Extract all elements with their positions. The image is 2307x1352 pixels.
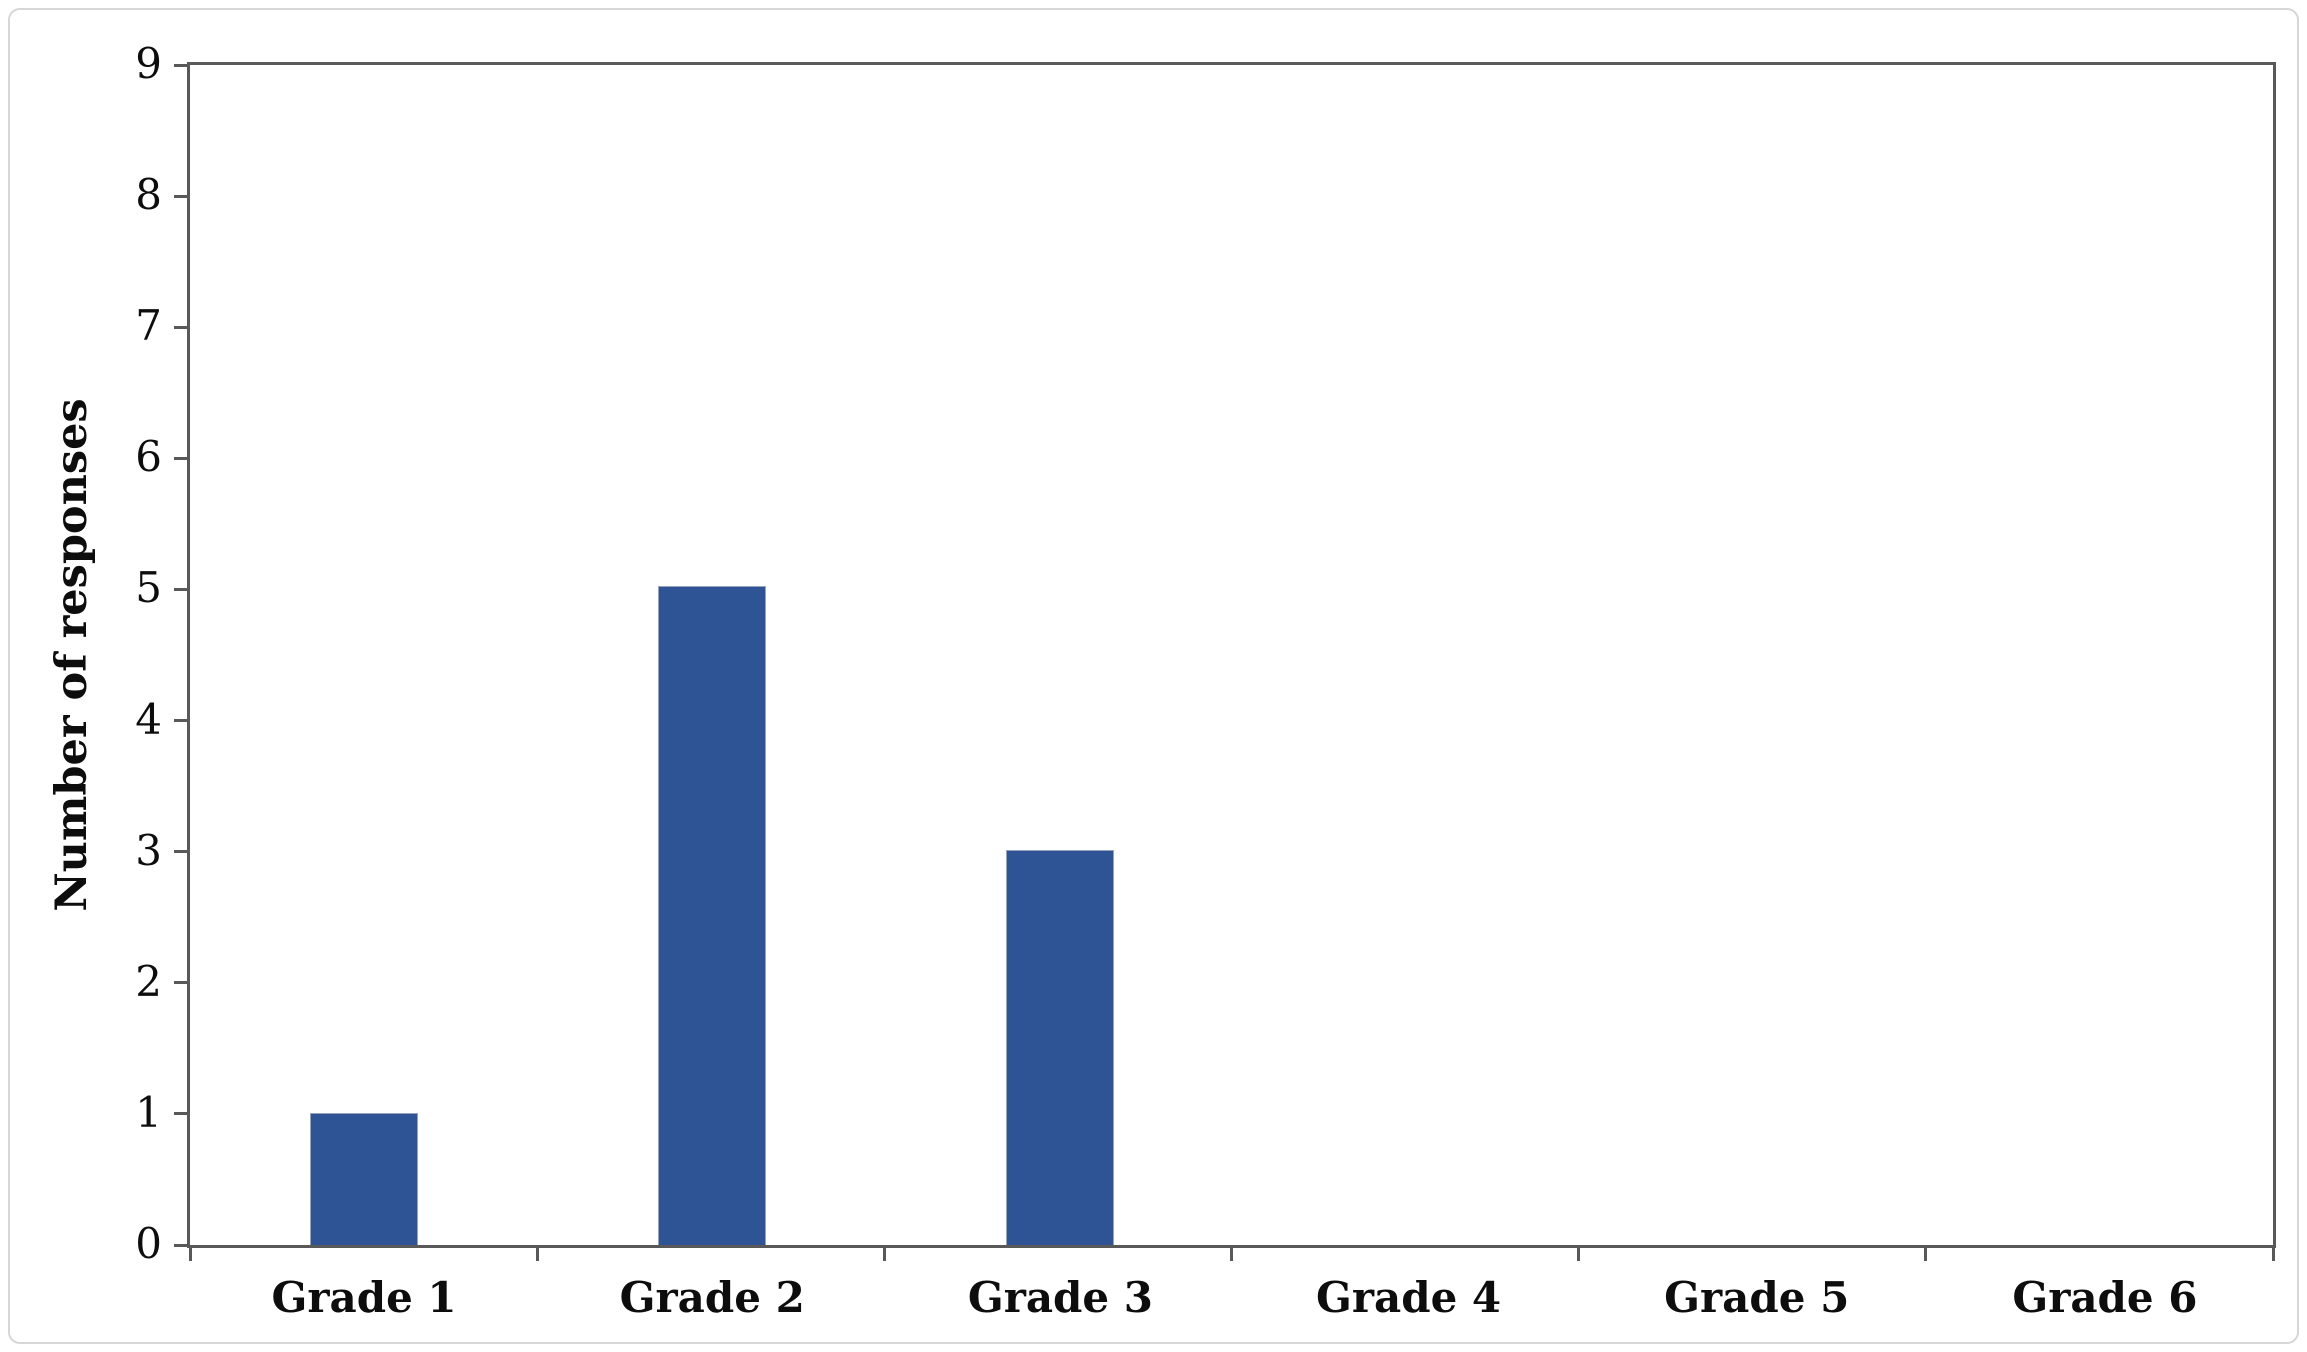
y-axis-tick bbox=[174, 194, 190, 198]
bar-grade-2 bbox=[658, 586, 767, 1245]
y-axis-tick-label: 2 bbox=[135, 956, 162, 1006]
y-axis-tick-label: 9 bbox=[135, 39, 162, 89]
x-axis-tick bbox=[1230, 1245, 1233, 1261]
x-axis-tick bbox=[882, 1245, 886, 1261]
x-axis-label: Grade 4 bbox=[1316, 1273, 1502, 1322]
bar-grade-3 bbox=[1006, 849, 1115, 1245]
x-axis-tick bbox=[1577, 1245, 1581, 1261]
y-axis-tick bbox=[174, 850, 190, 854]
y-axis-tick bbox=[174, 1243, 190, 1247]
x-axis-tick bbox=[535, 1245, 539, 1261]
x-axis-tick bbox=[188, 1245, 192, 1261]
y-axis-title: Number of responses bbox=[47, 398, 97, 912]
y-axis-tick-label: 6 bbox=[135, 432, 162, 482]
bar-grade-1 bbox=[310, 1113, 419, 1245]
y-axis-tick-label: 1 bbox=[135, 1088, 162, 1138]
y-axis-tick bbox=[174, 981, 190, 985]
x-axis-label: Grade 5 bbox=[1664, 1273, 1850, 1322]
y-axis-tick bbox=[174, 719, 190, 723]
y-axis-tick-label: 7 bbox=[135, 301, 162, 351]
y-axis-tick-label: 0 bbox=[135, 1219, 162, 1269]
plot-area: 0 1 2 3 4 5 6 7 8 9 Grade 1 Grade 2 Grade 3 Grade 4 Gr… bbox=[135, 43, 2276, 1319]
y-axis-tick bbox=[174, 587, 190, 591]
x-axis-tick bbox=[1924, 1245, 1928, 1261]
y-axis-tick bbox=[174, 456, 190, 460]
figure-card: Number of responses 0 1 2 3 4 5 6 7 8 9 Grade 1 Gra… bbox=[8, 8, 2299, 1344]
x-axis-label: Grade 1 bbox=[271, 1273, 457, 1322]
x-axis-label: Grade 3 bbox=[967, 1273, 1153, 1322]
bar-chart: Number of responses 0 1 2 3 4 5 6 7 8 9 Grade 1 Gra… bbox=[10, 10, 2297, 1342]
y-axis-tick-label: 4 bbox=[135, 694, 162, 744]
y-axis-tick bbox=[174, 63, 190, 67]
y-axis-tick-label: 3 bbox=[135, 825, 162, 875]
y-axis-tick-label: 5 bbox=[135, 563, 162, 613]
y-axis-tick-label: 8 bbox=[135, 170, 162, 220]
x-axis-label: Grade 2 bbox=[619, 1273, 805, 1322]
x-axis-label: Grade 6 bbox=[2012, 1273, 2198, 1322]
y-axis-tick bbox=[174, 1112, 190, 1116]
y-axis-tick bbox=[174, 325, 190, 329]
x-axis-tick bbox=[2271, 1245, 2275, 1261]
